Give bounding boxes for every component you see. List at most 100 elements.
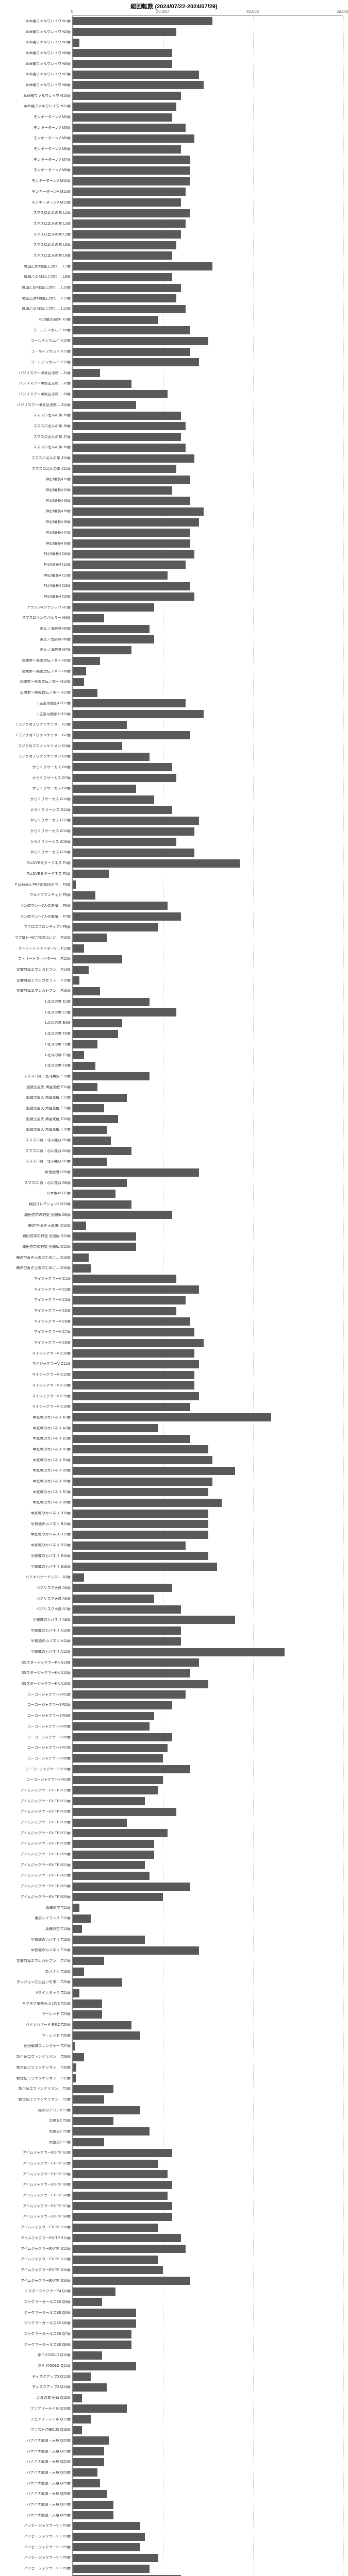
bar [73, 1722, 150, 1731]
bar-row: ゴーゴージャグラー3 R8番 [73, 1753, 343, 1764]
bar [73, 1168, 199, 1177]
bar-row: 甲鉄城のカバネリ B13番 [73, 1540, 343, 1551]
bar [73, 2063, 76, 2072]
row-label: 新世紀エヴァンゲリオン… T31番 [2, 2077, 73, 2080]
bar-row: L主役は銭形4 H13番 [73, 709, 343, 720]
bar-row: 新ハナビ T18番 [73, 1967, 343, 1977]
bar-row: ToLOVEるダークネス F2番 [73, 869, 343, 879]
bar-row: マイジャグラーV C8番 [73, 1337, 343, 1348]
bar [73, 1392, 199, 1400]
bar [73, 795, 154, 804]
bar-row: 忍魂参～奥義皆伝ノ章～ H11番 [73, 687, 343, 698]
bar [73, 1030, 118, 1038]
row-label: ゴールデンカムイ K6番 [2, 329, 73, 332]
bar-row: からくりサーカス G13番 [73, 826, 343, 837]
row-label: 秘密戦隊ゴレンジャー T27番 [2, 2044, 73, 2048]
bar-row: アイムジャグラーEX-TP S16番 [73, 2276, 343, 2286]
row-label: 沖ドキ!GOLD Q11番 [2, 2364, 73, 2368]
bar [73, 2266, 163, 2274]
bar [73, 422, 186, 430]
bar [73, 763, 172, 771]
row-label: アイムジャグラーEX-TP R18番 [2, 1842, 73, 1845]
bar [73, 2479, 100, 2487]
bar-row: モンキーターンV M2番 [73, 112, 343, 123]
row-label: モンキーターンV M11番 [2, 190, 73, 194]
row-label: 乃木坂46 D7番 [2, 1192, 73, 1195]
bar-row: 革命機ヴァルヴレイヴ N8番 [73, 80, 343, 91]
row-label: L北斗の拳 E5番 [2, 1032, 73, 1036]
bar [73, 209, 190, 217]
bar-row: バイオハザード:RE:2 T25番 [73, 2020, 343, 2030]
bar-row: 甲鉄城のカバネリ A1番 [73, 1412, 343, 1423]
bar [73, 518, 199, 527]
bar-row: 交響詩篇エウレカセブン… F13番 [73, 964, 343, 975]
bar [73, 156, 190, 164]
bar [73, 2170, 168, 2178]
bar [73, 2362, 136, 2370]
row-label: からくりサーカス G6番 [2, 766, 73, 769]
row-label: モンキーターンV M5番 [2, 137, 73, 140]
bar [73, 1978, 122, 1987]
bar-row: モンキーターンV M7番 [73, 155, 343, 165]
row-label: マイジャグラーV C11番 [2, 1362, 73, 1366]
bar [73, 134, 194, 143]
row-label: スマスロ北斗の拳 J5番 [2, 414, 73, 417]
row-label: 甲鉄城のカバネリ B15番 [2, 1554, 73, 1558]
bar [73, 2426, 82, 2434]
row-label: アイムジャグラーEX-TP S1番 [2, 2151, 73, 2155]
row-label: 押忍!番長4 I2番 [2, 488, 73, 492]
row-label: ハナハナ鳳凰・天翔 Q22番 [2, 2460, 73, 2464]
bar [73, 1914, 91, 1923]
bar [73, 966, 89, 974]
row-label: 押忍!番長4 I10番 [2, 552, 73, 556]
row-label: 甲鉄城のカバネリ B7番 [2, 1490, 73, 1494]
bar [73, 827, 194, 836]
bar [73, 2192, 168, 2200]
bar-row: 俺の空蒼き正義のために… D15番 [73, 1252, 343, 1263]
bar-row: バジリスク天膳 A7番 [73, 1604, 343, 1615]
bar-row: 戦国乙女4戦乱に閃く… L10番 [73, 282, 343, 293]
bar [73, 1765, 190, 1773]
row-label: 押忍!番長4 I12番 [2, 574, 73, 578]
bar-row: マイジャグラーV C5番 [73, 1306, 343, 1316]
row-label: モンキーターンV M2番 [2, 115, 73, 119]
bar-row: 俺の空-蒼き正義魂- D10番 [73, 1221, 343, 1231]
bar-row: L北斗の拳 E3番 [73, 1018, 343, 1029]
bar-row: 犬夜叉2 T7番 [73, 2137, 343, 2148]
bar [73, 1637, 181, 1646]
bar [73, 1808, 176, 1816]
row-label: 戦国乙女4戦乱に閃く… L12番 [2, 307, 73, 311]
bar-row: ハナハナ鳳凰・天翔 Q25番 [73, 2478, 343, 2489]
bar [73, 1147, 131, 1155]
bar [73, 1190, 115, 1198]
bar-row: 甲鉄城のカバネリ B2番 [73, 1444, 343, 1455]
bar [73, 348, 190, 356]
bar [73, 710, 204, 718]
bar [73, 2234, 181, 2242]
row-label: アイムジャグラーEX-TP S3番 [2, 2173, 73, 2176]
bar [73, 689, 97, 697]
bar-row: スマスロ北斗の拳 J10番 [73, 453, 343, 464]
row-label: 戦国乙女4戦乱に閃く… L11番 [2, 297, 73, 300]
bar [73, 1413, 271, 1421]
bar [73, 1243, 136, 1251]
bar [73, 1797, 145, 1805]
bar-row: キン肉マン～7人の悪魔… F7番 [73, 911, 343, 922]
row-label: バイオハザード:RE:2 T25番 [2, 2023, 73, 2027]
row-label: ハナハナ鳳凰・天翔 Q20番 [2, 2439, 73, 2443]
bar-row: スマスロ北斗の拳 J7番 [73, 432, 343, 443]
bar [73, 2319, 136, 2328]
row-label: アイムジャグラーEX-TP S15番 [2, 2268, 73, 2272]
row-label: バジリスク～甲賀忍法帖… J1番 [2, 371, 73, 375]
bar-row: アイムジャグラーEX-TP S2番 [73, 2158, 343, 2169]
row-label: 甲鉄城のカバネリ A8番 [2, 1618, 73, 1622]
row-label: L北斗の拳 E6番 [2, 1043, 73, 1046]
row-label: 交響詩篇エウレカセブン… F16番 [2, 989, 73, 993]
bar [73, 2383, 107, 2392]
bar [73, 305, 186, 313]
bar-row: ゴールデンカムイ K10番 [73, 336, 343, 347]
bar-row: ハナハナ鳳凰・天翔 Q21番 [73, 2446, 343, 2457]
bar-row: アイムジャグラーEX-TP R12番 [73, 1785, 343, 1796]
bar-row: 甲鉄城のカバネリ A10番 [73, 1625, 343, 1636]
row-label: 甲鉄城のカバネリ B5番 [2, 1469, 73, 1472]
